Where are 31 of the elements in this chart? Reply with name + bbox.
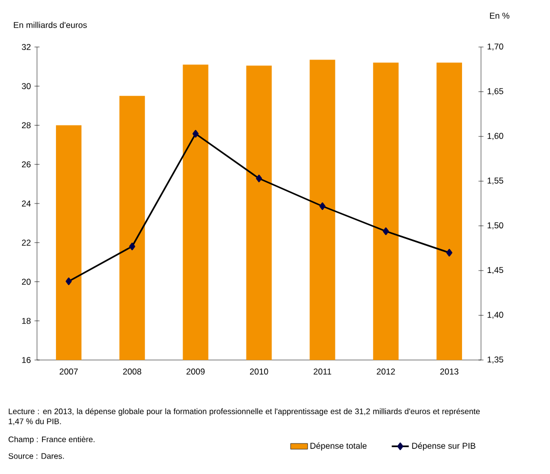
x-tick-label: 2007	[60, 368, 78, 375]
y-tick-label: 32	[22, 44, 31, 50]
legend-label: Dépense sur PIB	[412, 442, 476, 450]
y-axis-title: En milliards d'euros	[14, 22, 87, 28]
y-tick-label: 16	[22, 356, 31, 364]
x-tick-label: 2011	[314, 368, 332, 375]
text: Lecture : en 2013, la dépense globale pour la formation professionnelle et l'apprentissage est de 31,2 milliards d'euros et représente 1,47 % du PIB.	[8, 408, 480, 426]
source-note: Source : Dares.	[8, 453, 64, 459]
y-tick-label: 22	[22, 240, 31, 246]
y2-tick-label: 1,55	[488, 178, 504, 185]
y-tick-label: 28	[22, 122, 31, 128]
x-tick-label: 2010	[250, 368, 268, 375]
y2-tick-label: 1,45	[488, 267, 504, 274]
y-tick-label: 24	[22, 200, 31, 206]
y-tick-label: 26	[22, 161, 31, 168]
x-tick-label: 2013	[440, 368, 458, 375]
legend-label: Dépense totale	[310, 442, 367, 450]
y2-tick-label: 1,35	[488, 356, 504, 364]
text: Champ : France entière.	[8, 436, 94, 444]
y-tick-label: 18	[22, 318, 31, 324]
y2-tick-label: 1,50	[488, 222, 504, 230]
x-tick-label: 2008	[123, 368, 142, 375]
y2-tick-label: 1,70	[488, 43, 504, 51]
y2-tick-label: 1,65	[488, 88, 504, 96]
y-tick-label: 30	[22, 83, 31, 90]
y2-tick-label: 1,60	[488, 132, 504, 140]
y2-axis-title: En %	[490, 12, 510, 19]
y-tick-label: 20	[22, 278, 31, 285]
x-tick-label: 2012	[376, 368, 395, 375]
x-tick-label: 2009	[186, 368, 205, 375]
y2-tick-label: 1,40	[488, 312, 504, 319]
